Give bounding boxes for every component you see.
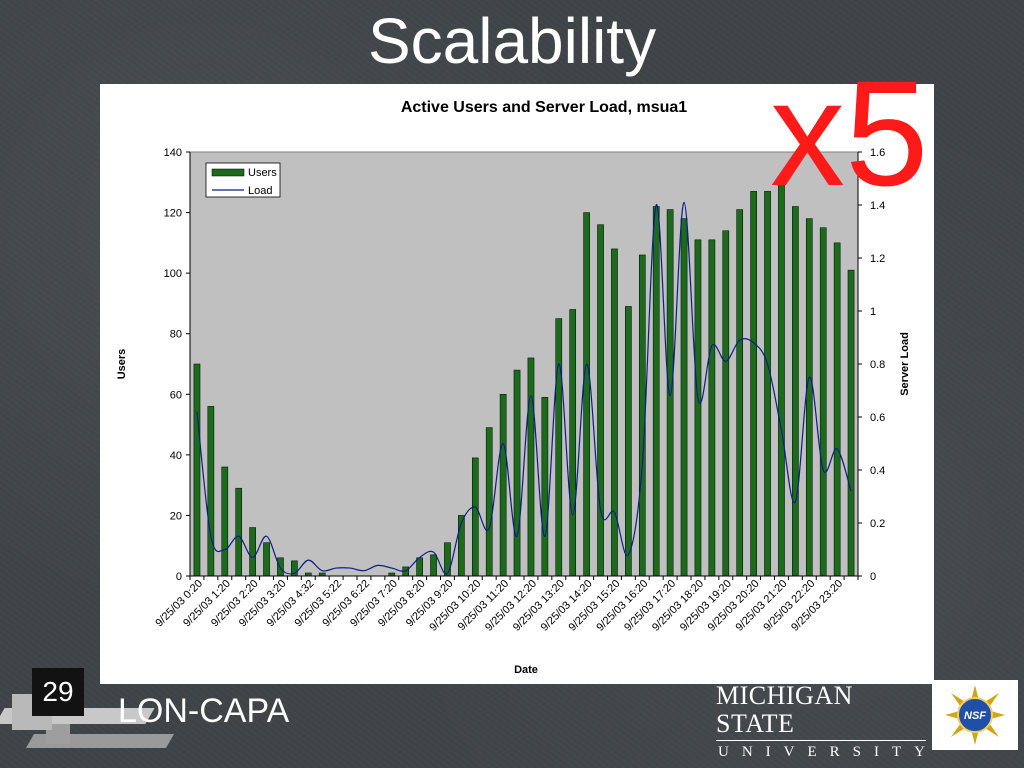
y-tick-label: 60 xyxy=(170,389,182,401)
y2-axis-label: Server Load xyxy=(899,332,911,396)
slide-number: 29 xyxy=(32,668,84,716)
x-axis-ticks: 9/25/03 0:209/25/03 1:209/25/03 2:209/25… xyxy=(153,575,859,634)
plot-area xyxy=(189,151,859,577)
chart-title: Active Users and Server Load, msua1 xyxy=(401,99,687,116)
bar-users xyxy=(638,254,646,577)
bar-users xyxy=(569,309,577,577)
y-tick-label: 80 xyxy=(170,329,182,341)
y-axis-ticks: 0 20 40 60 80 100 120 140 xyxy=(164,147,191,583)
y2-tick-label: 1.4 xyxy=(870,200,885,212)
y-tick-label: 20 xyxy=(170,510,182,522)
bar-users xyxy=(611,248,618,577)
msu-logo-rule xyxy=(716,740,926,741)
y-tick-label: 40 xyxy=(170,450,182,462)
y2-tick-label: 1.6 xyxy=(870,147,885,159)
y2-tick-label: 0 xyxy=(870,571,876,583)
bar-users xyxy=(444,542,451,577)
bar-users xyxy=(847,269,855,577)
bar-users xyxy=(541,397,549,577)
bar-users xyxy=(680,218,688,577)
bar-series xyxy=(193,179,855,577)
bar-users xyxy=(221,466,229,577)
bar-users xyxy=(805,218,813,577)
bar-users xyxy=(778,179,785,577)
load-line xyxy=(196,201,852,575)
y-tick-label: 140 xyxy=(164,147,182,159)
chart-frame: Active Users and Server Load, msua1 User… xyxy=(100,84,934,684)
msu-logo: MICHIGAN STATE UNIVERSITY xyxy=(716,682,926,760)
bar-users xyxy=(249,527,256,577)
y-tick-label: 100 xyxy=(164,268,182,280)
bar-users xyxy=(652,206,660,577)
bar-users xyxy=(485,427,493,577)
y2-axis-ticks: 0 0.2 0.4 0.6 0.8 1 1.2 1.4 1.6 xyxy=(857,147,885,583)
y2-tick-label: 0.4 xyxy=(870,465,885,477)
bar-users xyxy=(430,554,437,577)
bar-users xyxy=(694,239,702,577)
legend-load-label: Load xyxy=(248,185,272,197)
y2-tick-label: 0.2 xyxy=(870,518,885,530)
load-line-series xyxy=(196,201,852,575)
bar-users xyxy=(625,306,632,577)
legend-box xyxy=(205,162,281,198)
bar-users xyxy=(764,191,771,577)
legend-users-label: Users xyxy=(248,167,277,179)
msu-logo-line2: UNIVERSITY xyxy=(718,744,938,760)
bar-users xyxy=(583,212,590,577)
bar-users xyxy=(207,406,215,577)
nsf-logo: NSF xyxy=(932,680,1018,750)
nsf-seal-text: NSF xyxy=(964,710,986,722)
y2-tick-label: 1.2 xyxy=(870,253,885,265)
y-axis-label: Users xyxy=(116,349,128,380)
legend-users-swatch xyxy=(211,168,245,177)
slide-title: Scalability xyxy=(367,5,657,77)
x-axis-label: Date xyxy=(514,664,538,676)
footer-brand: LON-CAPA xyxy=(118,692,290,730)
legend: Users Load xyxy=(205,162,281,198)
bar-users xyxy=(819,227,827,577)
bar-users xyxy=(833,242,841,577)
msu-logo-line1: MICHIGAN STATE xyxy=(716,681,853,738)
bar-users xyxy=(555,318,563,577)
bar-users xyxy=(277,557,284,577)
footer-decoration-2 xyxy=(25,734,175,748)
y2-tick-label: 0.8 xyxy=(870,359,885,371)
y2-tick-label: 1 xyxy=(870,306,876,318)
bar-users xyxy=(597,224,604,577)
bar-users xyxy=(666,209,674,577)
bar-users xyxy=(416,557,423,577)
bar-users xyxy=(263,542,270,577)
bar-users xyxy=(708,239,716,577)
y2-tick-label: 0.6 xyxy=(870,412,885,424)
bar-users xyxy=(193,363,201,577)
bar-users xyxy=(722,230,730,577)
bar-users xyxy=(750,191,757,577)
y-tick-label: 120 xyxy=(164,208,182,220)
nsf-seal-icon: NSF xyxy=(945,685,1005,745)
bar-users xyxy=(235,487,243,577)
chart: Active Users and Server Load, msua1 User… xyxy=(116,99,911,676)
bar-users xyxy=(527,357,535,577)
bar-users xyxy=(736,209,744,577)
bar-users xyxy=(792,206,799,577)
y-tick-label: 0 xyxy=(176,571,182,583)
bar-users xyxy=(513,369,521,577)
bar-users xyxy=(499,394,507,577)
bar-users xyxy=(471,457,479,577)
x5-overlay: x5 xyxy=(770,49,929,217)
